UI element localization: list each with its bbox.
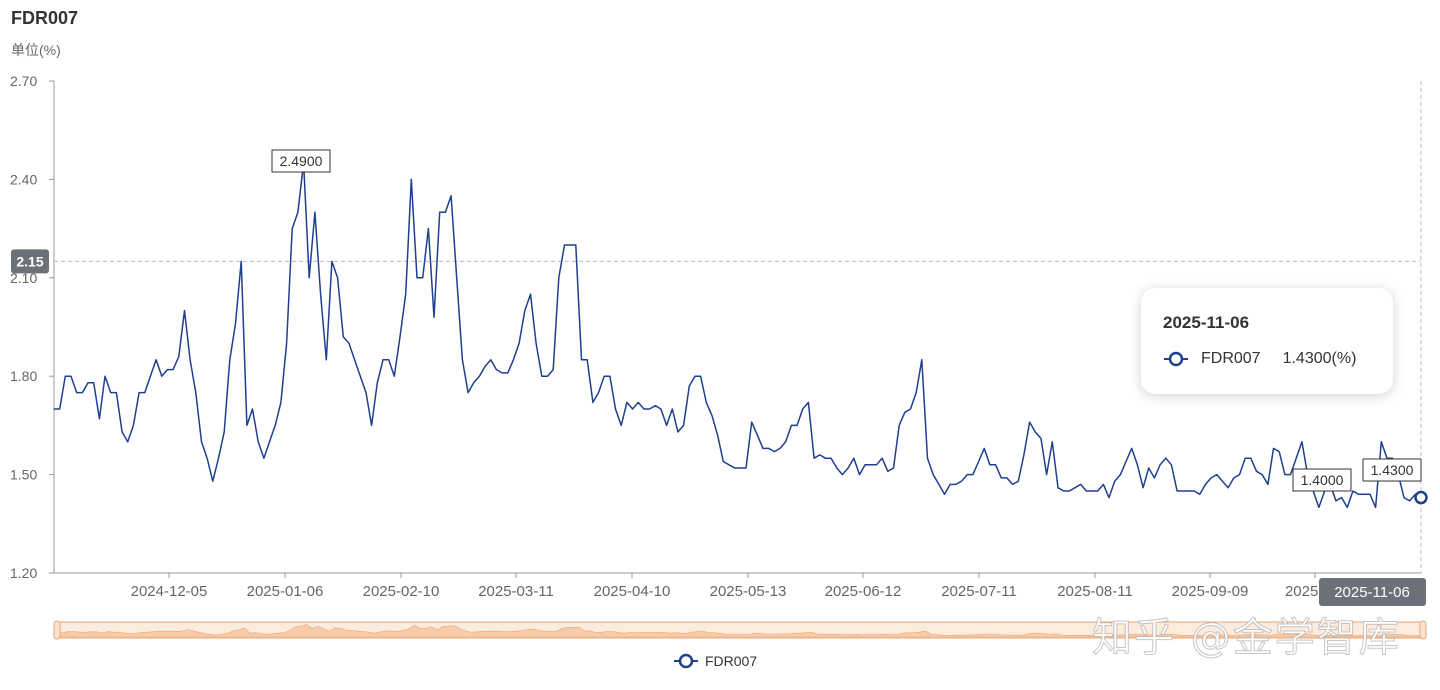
- x-tick-label: 2025-05-13: [710, 583, 787, 600]
- y-tick-label: 1.20: [10, 565, 37, 581]
- annotation-box-max: [271, 149, 331, 173]
- annotation-label-min: 1.4000: [1301, 472, 1344, 488]
- x-tick-label: 2025-04-10: [594, 583, 671, 600]
- legend-item-fdr007[interactable]: FDR007: [673, 653, 757, 669]
- zoom-slider-preview: [56, 624, 1426, 638]
- y-tick-label: 1.80: [10, 368, 37, 384]
- tooltip: 2025-11-06 FDR007 1.4300(%): [1141, 288, 1393, 394]
- tooltip-series-name: FDR007: [1201, 350, 1261, 367]
- y-tick-label: 2.40: [10, 171, 37, 187]
- y-tick-label: 2.70: [10, 73, 37, 89]
- x-tick-label: 2025-08-11: [1057, 583, 1133, 600]
- zoom-handle-right[interactable]: [1419, 620, 1427, 640]
- chart-title: FDR007: [11, 8, 79, 28]
- zoom-handle-left[interactable]: [53, 620, 61, 640]
- annotation-box-last: [1362, 458, 1422, 482]
- series-marker-icon: [1164, 351, 1188, 367]
- x-tick-label: 2025-06-12: [825, 583, 902, 600]
- y-tick-label: 1.50: [10, 467, 37, 483]
- x-tick-label: 2025-09-09: [1172, 583, 1249, 600]
- x-tick-label: 2025-07-11: [941, 583, 1017, 600]
- crosshair-x-label: 2025-11-06: [1334, 584, 1410, 601]
- y-axis-unit: 单位(%): [11, 42, 61, 58]
- tooltip-series-value: 1.4300(%): [1282, 350, 1357, 367]
- highlighted-point[interactable]: [1414, 490, 1428, 505]
- annotation-box-min: [1292, 468, 1352, 492]
- legend-label: FDR007: [705, 653, 758, 669]
- x-tick-label: 2025-02-10: [363, 583, 440, 600]
- x-tick-label: 2025-01-06: [247, 583, 324, 600]
- annotation-label-last: 1.4300: [1371, 462, 1414, 478]
- series-line-fdr007[interactable]: [54, 162, 1422, 509]
- tooltip-row: FDR007 1.4300(%): [1163, 350, 1356, 368]
- legend-marker-icon: [674, 653, 698, 669]
- crosshair-y-label: 2.15: [16, 253, 43, 269]
- tooltip-date: 2025-11-06: [1163, 313, 1250, 332]
- annotation-label-max: 2.4900: [280, 153, 323, 169]
- x-tick-label: 2025-03-11: [478, 583, 554, 600]
- y-tick-label: 2.10: [10, 270, 37, 286]
- watermark: 知乎 @金学智库: [1092, 615, 1401, 662]
- crosshair-x-label-bg: [1319, 578, 1426, 606]
- crosshair-y-label-bg: [11, 249, 49, 274]
- x-tick-label: 2024-12-05: [131, 583, 208, 600]
